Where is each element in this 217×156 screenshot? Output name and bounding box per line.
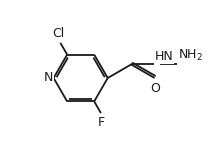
Text: F: F [97, 116, 105, 129]
Text: NH$_2$: NH$_2$ [178, 48, 203, 63]
Text: N: N [44, 71, 53, 85]
Text: HN: HN [155, 50, 174, 63]
Text: O: O [150, 82, 160, 95]
Text: Cl: Cl [53, 27, 65, 40]
